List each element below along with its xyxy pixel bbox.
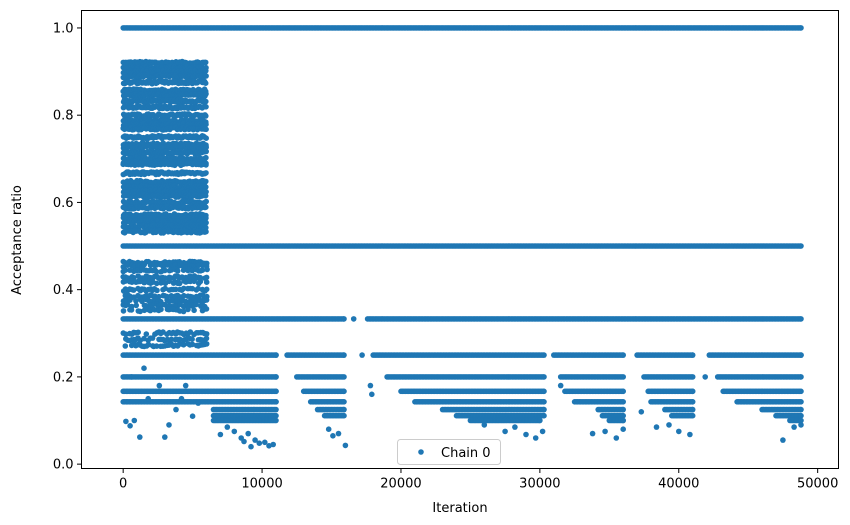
data-point [273, 374, 279, 380]
data-point [203, 198, 209, 205]
data-point [273, 406, 279, 413]
data-point [620, 399, 626, 405]
data-point [273, 412, 279, 419]
data-point [689, 399, 696, 405]
data-point [341, 388, 347, 395]
data-point [350, 316, 357, 322]
data-point [798, 406, 804, 413]
data-point [203, 68, 209, 74]
data-point [798, 417, 804, 424]
data-point [541, 374, 547, 380]
data-point [689, 374, 696, 380]
data-point [273, 399, 279, 405]
data-point [689, 388, 696, 395]
data-point [798, 412, 804, 419]
data-points-group [120, 25, 804, 450]
data-point [203, 91, 209, 97]
data-point [798, 352, 804, 358]
data-point [689, 412, 696, 419]
data-point [798, 316, 804, 322]
data-point [341, 406, 347, 413]
data-point [273, 388, 279, 395]
data-point [203, 178, 209, 185]
data-point [798, 388, 804, 395]
data-point [203, 104, 209, 110]
data-point [341, 352, 347, 358]
data-point [203, 148, 209, 155]
data-point [203, 98, 209, 105]
data-point [541, 352, 547, 358]
data-point [798, 374, 804, 380]
data-point [620, 374, 626, 380]
data-point [541, 388, 547, 395]
data-point [203, 144, 209, 150]
data-point [203, 170, 209, 176]
data-point [273, 417, 279, 424]
data-point [203, 162, 209, 168]
data-point [203, 135, 209, 141]
data-point [620, 417, 626, 424]
data-point [689, 406, 696, 413]
data-point [203, 154, 209, 161]
data-point [203, 126, 209, 133]
data-point [341, 412, 347, 419]
data-point [620, 406, 626, 413]
data-point [620, 352, 626, 358]
data-point [798, 243, 804, 249]
data-point [202, 80, 209, 86]
data-point [341, 399, 347, 405]
data-point [537, 417, 543, 424]
data-point [798, 25, 804, 31]
data-point [273, 352, 279, 358]
data-point [203, 113, 209, 119]
data-point [620, 388, 626, 395]
data-point [203, 73, 209, 79]
data-point [689, 352, 696, 358]
data-point [341, 316, 347, 322]
data-point [541, 406, 547, 413]
data-point [202, 192, 209, 199]
data-point [202, 59, 209, 66]
data-point [541, 399, 547, 405]
data-point [541, 412, 547, 419]
data-point [341, 374, 347, 380]
data-point [620, 412, 626, 419]
data-point [798, 399, 804, 405]
